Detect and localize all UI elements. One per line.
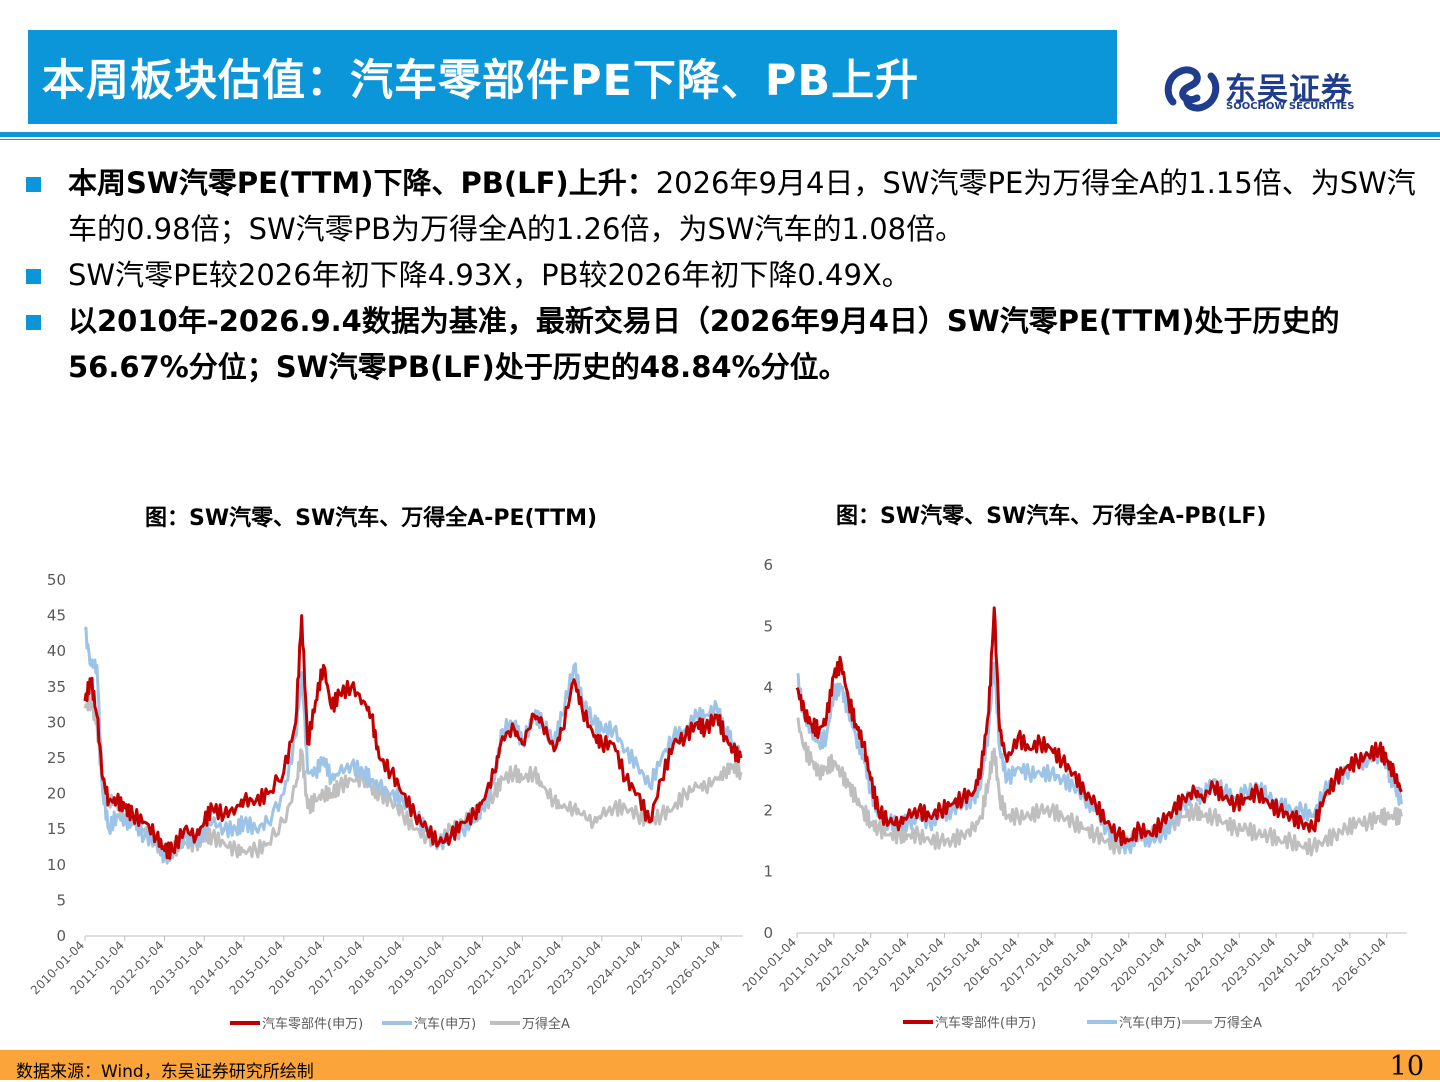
pe-chart-title: 图：SW汽零、SW汽车、万得全A-PE(TTM) [145,506,598,531]
bullet-item: SW汽零PE较2026年初下降4.93X，PB较2026年初下降0.49X。 [20,252,1430,298]
bullet-text: SW汽零PE较2026年初下降4.93X，PB较2026年初下降0.49X。 [68,258,911,292]
bullet-square-icon [26,315,41,330]
soochow-logo-icon [1164,66,1220,112]
bullet-square-icon [26,269,41,284]
bullet-text: 2026年9月4日，SW汽零PE为万得全A的1.15倍、为SW汽车的0.98倍；… [68,166,1416,246]
bullet-item: 本周SW汽零PE(TTM)下降、PB(LF)上升：2026年9月4日，SW汽零P… [20,160,1430,252]
y-tick-label: 50 [47,571,66,589]
page-title: 本周板块估值：汽车零部件PE下降、PB上升 [42,56,920,106]
series-line-auto-parts [83,614,743,860]
footer-bar: 数据来源：Wind，东吴证券研究所绘制 10 [0,1050,1440,1082]
y-tick-label: 20 [47,785,66,803]
legend-label: 汽车零部件(申万) [262,1016,363,1032]
legend-label: 万得全A [1214,1015,1262,1031]
legend-label: 汽车零部件(申万) [935,1015,1036,1031]
pb-chart: 01234562010-01-042011-01-042012-01-04201… [740,556,1407,1031]
pb-chart-title: 图：SW汽零、SW汽车、万得全A-PB(LF) [836,504,1267,529]
y-tick-label: 5 [763,617,773,635]
y-tick-label: 1 [763,863,773,881]
y-tick-label: 4 [763,679,773,697]
y-tick-label: 2 [763,801,773,819]
y-tick-label: 25 [47,749,66,767]
legend-label: 万得全A [522,1016,570,1032]
legend-label: 汽车(申万) [414,1016,476,1032]
legend-label: 汽车(申万) [1119,1015,1181,1031]
series-line-wind-a [796,717,1403,857]
logo-english-name: SOOCHOW SECURITIES [1226,101,1355,112]
bullet-item: 以2010年-2026.9.4数据为基准，最新交易日（2026年9月4日）SW汽… [20,298,1430,390]
y-tick-label: 35 [47,678,66,696]
y-tick-label: 45 [47,607,66,625]
company-logo: 东吴证券 SOOCHOW SECURITIES [1163,62,1373,117]
series-line-auto [83,626,743,865]
logo-chinese-name: 东吴证券 [1225,72,1353,108]
y-tick-label: 0 [763,924,773,942]
pe-chart: 051015202530354045502010-01-042011-01-04… [28,571,743,1032]
title-bar: 本周板块估值：汽车零部件PE下降、PB上升 [28,30,1117,124]
y-tick-label: 0 [56,927,66,945]
header-divider-thin [0,139,1440,140]
data-source: 数据来源：Wind，东吴证券研究所绘制 [16,1062,314,1082]
series-line-auto-parts [795,606,1403,847]
bullet-square-icon [26,177,41,192]
y-tick-label: 40 [47,642,66,660]
y-tick-label: 6 [763,556,773,574]
y-tick-label: 10 [47,856,66,874]
header-divider [0,132,1440,137]
bullet-bold-text: 以2010年-2026.9.4数据为基准，最新交易日（2026年9月4日）SW汽… [68,304,1340,384]
y-tick-label: 30 [47,713,66,731]
y-tick-label: 3 [763,740,773,758]
bullet-bold-text: 本周SW汽零PE(TTM)下降、PB(LF)上升： [68,166,656,200]
y-tick-label: 15 [47,820,66,838]
page-number: 10 [1389,1051,1424,1082]
y-tick-label: 5 [56,891,66,909]
bullet-list: 本周SW汽零PE(TTM)下降、PB(LF)上升：2026年9月4日，SW汽零P… [20,160,1430,390]
